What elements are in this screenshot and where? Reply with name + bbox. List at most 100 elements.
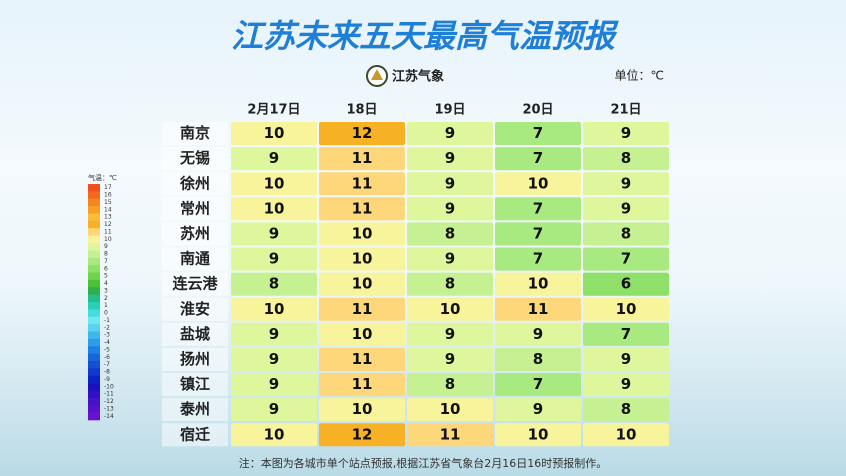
row-label-bg	[162, 398, 228, 422]
row-label-bg	[162, 423, 228, 447]
cell	[583, 197, 669, 221]
cell-value: 10	[440, 300, 461, 318]
legend-label: 4	[104, 280, 108, 287]
cell	[583, 247, 669, 271]
cell	[231, 147, 317, 171]
cell-value: 10	[264, 300, 285, 318]
cell	[583, 297, 669, 321]
legend-label: -14	[104, 413, 114, 420]
cell-value: 8	[445, 224, 455, 242]
cell-value: 11	[528, 300, 549, 318]
cell	[319, 222, 405, 246]
legend-label: 16	[104, 192, 112, 199]
legend-label: 6	[104, 265, 108, 272]
cell	[319, 247, 405, 271]
cell-value: 10	[616, 300, 637, 318]
legend-swatch	[88, 257, 100, 266]
legend-swatch	[88, 265, 100, 273]
legend-label: -9	[104, 376, 110, 383]
cell-value: 7	[533, 124, 543, 142]
legend-swatch	[88, 206, 100, 214]
cell-value: 9	[269, 325, 279, 343]
cell	[495, 172, 581, 196]
city-label: 无锡	[179, 149, 210, 167]
legend-swatch	[88, 353, 100, 362]
logo-text: 江苏气象	[392, 69, 444, 85]
city-label: 泰州	[179, 400, 210, 418]
legend-label: -6	[104, 354, 110, 361]
cell	[407, 347, 493, 371]
row-label-bg	[162, 272, 228, 296]
cell-value: 9	[445, 124, 455, 142]
legend-swatch	[88, 250, 100, 259]
cell-value: 7	[533, 224, 543, 242]
legend-label: -2	[104, 324, 110, 331]
legend-label: 5	[104, 273, 108, 280]
cell-value: 6	[621, 275, 631, 293]
legend-label: -1	[104, 317, 110, 324]
city-label: 扬州	[180, 350, 210, 368]
cell	[319, 423, 405, 447]
cell	[583, 423, 669, 447]
cell	[407, 272, 493, 296]
legend-label: -11	[104, 391, 114, 398]
legend-label: 8	[104, 251, 108, 258]
cell	[583, 222, 669, 246]
cell-value: 8	[445, 275, 455, 293]
city-label: 南京	[180, 124, 210, 142]
cell	[583, 398, 669, 422]
legend-label: 12	[104, 221, 112, 228]
cell-value: 9	[533, 325, 543, 343]
cell	[231, 322, 317, 346]
cell-value: 9	[269, 350, 279, 368]
cell-value: 10	[528, 174, 549, 192]
legend-swatch	[88, 338, 100, 347]
city-label: 淮安	[180, 300, 210, 318]
cell	[407, 423, 493, 447]
cell-value: 10	[352, 400, 373, 418]
legend-label: 3	[104, 287, 108, 294]
legend-label: 2	[104, 295, 108, 302]
city-label: 南通	[180, 250, 210, 268]
title: 江苏未来五天最高气温预报	[231, 17, 619, 55]
cell-value: 9	[445, 199, 455, 217]
cell-value: 10	[352, 275, 373, 293]
column-header: 19日	[434, 103, 465, 118]
row-label-bg	[162, 247, 228, 271]
column-header: 20日	[522, 103, 553, 118]
cell-value: 9	[445, 149, 455, 167]
cell-value: 12	[352, 425, 373, 443]
cell-value: 11	[352, 199, 373, 217]
legend-swatch	[88, 287, 100, 295]
unit: 单位：℃	[615, 68, 664, 83]
legend-swatch	[88, 184, 100, 192]
legend-swatch	[88, 191, 100, 200]
cell-value: 10	[440, 400, 461, 418]
cell	[495, 147, 581, 171]
cell	[407, 398, 493, 422]
row-label-bg	[162, 373, 228, 397]
cell-value: 10	[352, 224, 373, 242]
cell-value: 9	[533, 400, 543, 418]
cell	[495, 423, 581, 447]
cell-value: 10	[264, 199, 285, 217]
legend-swatch	[88, 346, 100, 354]
legend-swatch	[88, 316, 100, 325]
cell-value: 11	[352, 300, 373, 318]
legend-label: -10	[104, 383, 114, 390]
cell	[407, 222, 493, 246]
cell	[319, 297, 405, 321]
cell	[407, 172, 493, 196]
column-header: 21日	[610, 103, 641, 118]
cell	[583, 322, 669, 346]
cell	[407, 197, 493, 221]
legend-swatch	[88, 294, 100, 303]
cell	[319, 322, 405, 346]
cell-value: 10	[528, 275, 549, 293]
cell	[583, 122, 669, 146]
legend-swatch	[88, 397, 100, 406]
cell-value: 7	[533, 375, 543, 393]
cell	[407, 147, 493, 171]
cell	[231, 197, 317, 221]
